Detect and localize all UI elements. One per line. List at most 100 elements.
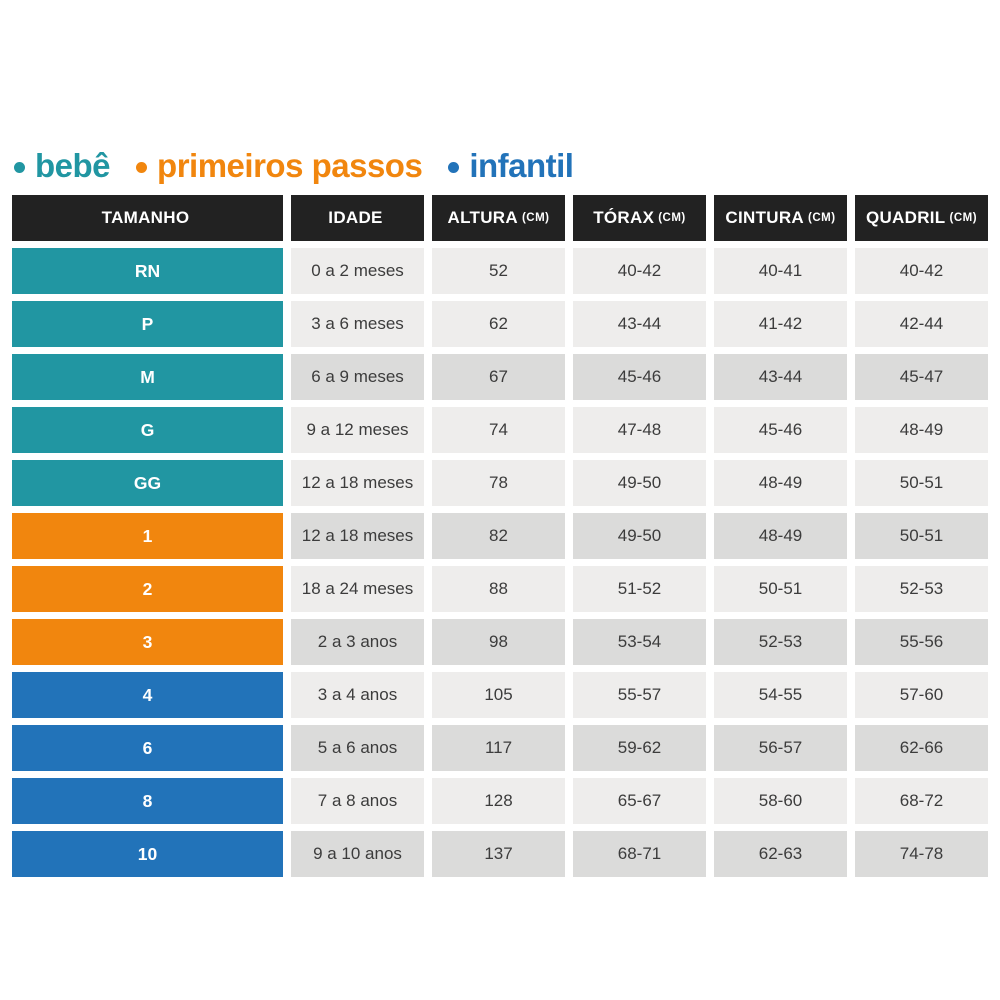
size-cell: 10 xyxy=(12,831,283,877)
age-cell: 6 a 9 meses xyxy=(291,354,424,400)
column-header-unit: (CM) xyxy=(949,212,978,224)
height-cell: 88 xyxy=(432,566,565,612)
size-cell: G xyxy=(12,407,283,453)
chest-cell: 68-71 xyxy=(573,831,706,877)
size-guide-page: bebê primeiros passos infantil TAMANHO I… xyxy=(12,0,988,877)
age-cell: 0 a 2 meses xyxy=(291,248,424,294)
height-cell: 128 xyxy=(432,778,565,824)
height-cell: 62 xyxy=(432,301,565,347)
age-cell: 12 a 18 meses xyxy=(291,513,424,559)
height-cell: 137 xyxy=(432,831,565,877)
legend-label: infantil xyxy=(469,147,574,184)
size-cell: GG xyxy=(12,460,283,506)
waist-cell: 40-41 xyxy=(714,248,847,294)
size-cell: 6 xyxy=(12,725,283,771)
legend-bullet-icon xyxy=(448,162,460,173)
hip-cell: 57-60 xyxy=(855,672,988,718)
waist-cell: 41-42 xyxy=(714,301,847,347)
size-cell: 3 xyxy=(12,619,283,665)
size-cell: P xyxy=(12,301,283,347)
column-header-label: IDADE xyxy=(328,208,383,227)
age-cell: 9 a 10 anos xyxy=(291,831,424,877)
waist-cell: 54-55 xyxy=(714,672,847,718)
size-cell: 8 xyxy=(12,778,283,824)
column-header-label: QUADRIL xyxy=(865,208,946,227)
column-header-altura: ALTURA (CM) xyxy=(432,195,565,241)
column-header-quadril: QUADRIL (CM) xyxy=(855,195,988,241)
legend-item: bebê xyxy=(14,146,111,185)
hip-cell: 42-44 xyxy=(855,301,988,347)
hip-cell: 74-78 xyxy=(855,831,988,877)
height-cell: 105 xyxy=(432,672,565,718)
column-header-idade: IDADE xyxy=(291,195,424,241)
chest-cell: 40-42 xyxy=(573,248,706,294)
size-cell: M xyxy=(12,354,283,400)
column-header-unit: (CM) xyxy=(808,212,836,224)
height-cell: 78 xyxy=(432,460,565,506)
legend-item: primeiros passos xyxy=(136,146,423,185)
height-cell: 74 xyxy=(432,407,565,453)
column-header-label: CINTURA xyxy=(725,208,805,227)
hip-cell: 45-47 xyxy=(855,354,988,400)
hip-cell: 55-56 xyxy=(855,619,988,665)
height-cell: 117 xyxy=(432,725,565,771)
chest-cell: 47-48 xyxy=(573,407,706,453)
age-cell: 2 a 3 anos xyxy=(291,619,424,665)
column-header-unit: (CM) xyxy=(658,212,686,224)
age-cell: 12 a 18 meses xyxy=(291,460,424,506)
column-header-tamanho: TAMANHO xyxy=(12,195,283,241)
waist-cell: 58-60 xyxy=(714,778,847,824)
column-header-label: ALTURA xyxy=(447,208,518,227)
column-header-label: TÓRAX xyxy=(593,208,655,227)
hip-cell: 50-51 xyxy=(855,513,988,559)
waist-cell: 48-49 xyxy=(714,513,847,559)
height-cell: 67 xyxy=(432,354,565,400)
hip-cell: 62-66 xyxy=(855,725,988,771)
legend-item: infantil xyxy=(448,146,574,185)
age-cell: 7 a 8 anos xyxy=(291,778,424,824)
chest-cell: 51-52 xyxy=(573,566,706,612)
legend-label: bebê xyxy=(35,147,111,184)
hip-cell: 50-51 xyxy=(855,460,988,506)
column-header-label: TAMANHO xyxy=(101,208,190,227)
legend-bullet-icon xyxy=(14,162,25,173)
size-cell: RN xyxy=(12,248,283,294)
size-chart-table: TAMANHO IDADE ALTURA (CM) TÓRAX (CM) CINTU… xyxy=(12,195,988,877)
height-cell: 52 xyxy=(432,248,565,294)
size-cell: 4 xyxy=(12,672,283,718)
hip-cell: 52-53 xyxy=(855,566,988,612)
hip-cell: 68-72 xyxy=(855,778,988,824)
category-legend: bebê primeiros passos infantil xyxy=(14,146,988,185)
chest-cell: 55-57 xyxy=(573,672,706,718)
waist-cell: 56-57 xyxy=(714,725,847,771)
chest-cell: 59-62 xyxy=(573,725,706,771)
waist-cell: 45-46 xyxy=(714,407,847,453)
column-header-torax: TÓRAX (CM) xyxy=(573,195,706,241)
hip-cell: 40-42 xyxy=(855,248,988,294)
legend-label: primeiros passos xyxy=(157,147,423,184)
waist-cell: 48-49 xyxy=(714,460,847,506)
age-cell: 9 a 12 meses xyxy=(291,407,424,453)
waist-cell: 50-51 xyxy=(714,566,847,612)
size-cell: 2 xyxy=(12,566,283,612)
age-cell: 5 a 6 anos xyxy=(291,725,424,771)
legend-bullet-icon xyxy=(136,162,148,173)
waist-cell: 52-53 xyxy=(714,619,847,665)
age-cell: 3 a 6 meses xyxy=(291,301,424,347)
age-cell: 18 a 24 meses xyxy=(291,566,424,612)
size-cell: 1 xyxy=(12,513,283,559)
height-cell: 82 xyxy=(432,513,565,559)
column-header-cintura: CINTURA (CM) xyxy=(714,195,847,241)
chest-cell: 43-44 xyxy=(573,301,706,347)
chest-cell: 49-50 xyxy=(573,460,706,506)
chest-cell: 65-67 xyxy=(573,778,706,824)
height-cell: 98 xyxy=(432,619,565,665)
chest-cell: 53-54 xyxy=(573,619,706,665)
age-cell: 3 a 4 anos xyxy=(291,672,424,718)
hip-cell: 48-49 xyxy=(855,407,988,453)
waist-cell: 43-44 xyxy=(714,354,847,400)
chest-cell: 49-50 xyxy=(573,513,706,559)
waist-cell: 62-63 xyxy=(714,831,847,877)
chest-cell: 45-46 xyxy=(573,354,706,400)
column-header-unit: (CM) xyxy=(521,212,550,224)
